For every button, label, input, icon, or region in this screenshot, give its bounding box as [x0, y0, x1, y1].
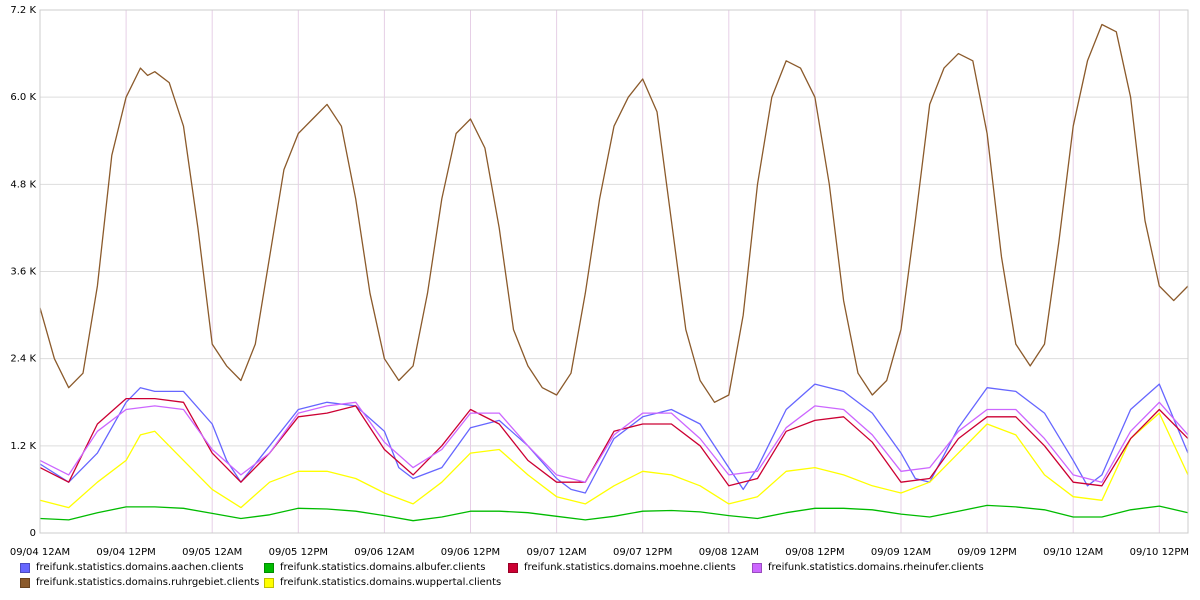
series-line-rheinufer [39, 401, 1189, 483]
x-tick-label: 09/08 12AM [699, 547, 759, 558]
x-tick-label: 09/05 12AM [182, 547, 242, 558]
x-tick-label: 09/09 12AM [871, 547, 931, 558]
y-tick-label: 3.6 K [10, 267, 36, 278]
y-tick-label: 7.2 K [10, 5, 36, 16]
x-tick-label: 09/06 12PM [441, 547, 500, 558]
x-tick-label: 09/08 12PM [785, 547, 844, 558]
series-line-moehne [39, 397, 1189, 487]
legend-item-albufer: freifunk.statistics.domains.albufer.clie… [264, 562, 485, 573]
series-line-albufer [39, 504, 1189, 522]
legend-swatch [508, 562, 518, 573]
line-chart: 0 1.2 K 2.4 K 3.6 K 4.8 K 6.0 K 7.2 K 09/04 12… [10, 5, 1189, 558]
legend-item-ruhrgebiet: freifunk.statistics.domains.ruhrgebiet.c… [20, 577, 259, 588]
legend-item-wuppertal: freifunk.statistics.domains.wuppertal.cl… [264, 577, 501, 588]
y-tick-label: 2.4 K [10, 354, 36, 365]
x-axis-ticks: 09/04 12AM 09/04 12PM 09/05 12AM 09/05 12PM… [10, 547, 1189, 558]
legend-item-moehne: freifunk.statistics.domains.moehne.clien… [508, 562, 736, 573]
legend-swatch [20, 577, 30, 588]
y-tick-label: 4.8 K [10, 179, 36, 190]
legend-swatch [20, 562, 30, 573]
legend-label: freifunk.statistics.domains.albufer.clie… [280, 562, 486, 573]
x-tick-label: 09/04 12AM [10, 547, 70, 558]
y-tick-label: 1.2 K [10, 441, 36, 452]
x-tick-label: 09/07 12PM [613, 547, 672, 558]
x-tick-label: 09/06 12AM [354, 547, 414, 558]
legend-swatch [264, 562, 274, 573]
legend-label: freifunk.statistics.domains.wuppertal.cl… [280, 577, 502, 588]
y-tick-label: 6.0 K [10, 92, 36, 103]
x-tick-label: 09/07 12AM [526, 547, 586, 558]
legend-label: freifunk.statistics.domains.ruhrgebiet.c… [36, 577, 260, 588]
x-tick-label: 09/09 12PM [957, 547, 1016, 558]
legend-item-aachen: freifunk.statistics.domains.aachen.clien… [20, 562, 244, 573]
plot-border [39, 9, 1189, 534]
legend-swatch [752, 562, 762, 573]
x-tick-label: 09/10 12AM [1043, 547, 1103, 558]
legend-item-rheinufer: freifunk.statistics.domains.rheinufer.cl… [752, 562, 984, 573]
legend-label: freifunk.statistics.domains.aachen.clien… [36, 562, 244, 573]
x-tick-label: 09/10 12PM [1130, 547, 1189, 558]
x-tick-label: 09/04 12PM [96, 547, 155, 558]
series-line-ruhrgebiet [39, 23, 1189, 403]
x-tick-label: 09/05 12PM [269, 547, 328, 558]
series-lines [39, 23, 1189, 522]
series-line-aachen [39, 383, 1189, 494]
legend-label: freifunk.statistics.domains.rheinufer.cl… [768, 562, 984, 573]
y-tick-label: 0 [30, 528, 36, 539]
y-axis-ticks: 0 1.2 K 2.4 K 3.6 K 4.8 K 6.0 K 7.2 K [10, 5, 36, 539]
series-line-wuppertal [39, 412, 1189, 509]
legend-label: freifunk.statistics.domains.moehne.clien… [524, 562, 736, 573]
plot-grid [39, 9, 1188, 534]
legend-swatch [264, 577, 274, 588]
